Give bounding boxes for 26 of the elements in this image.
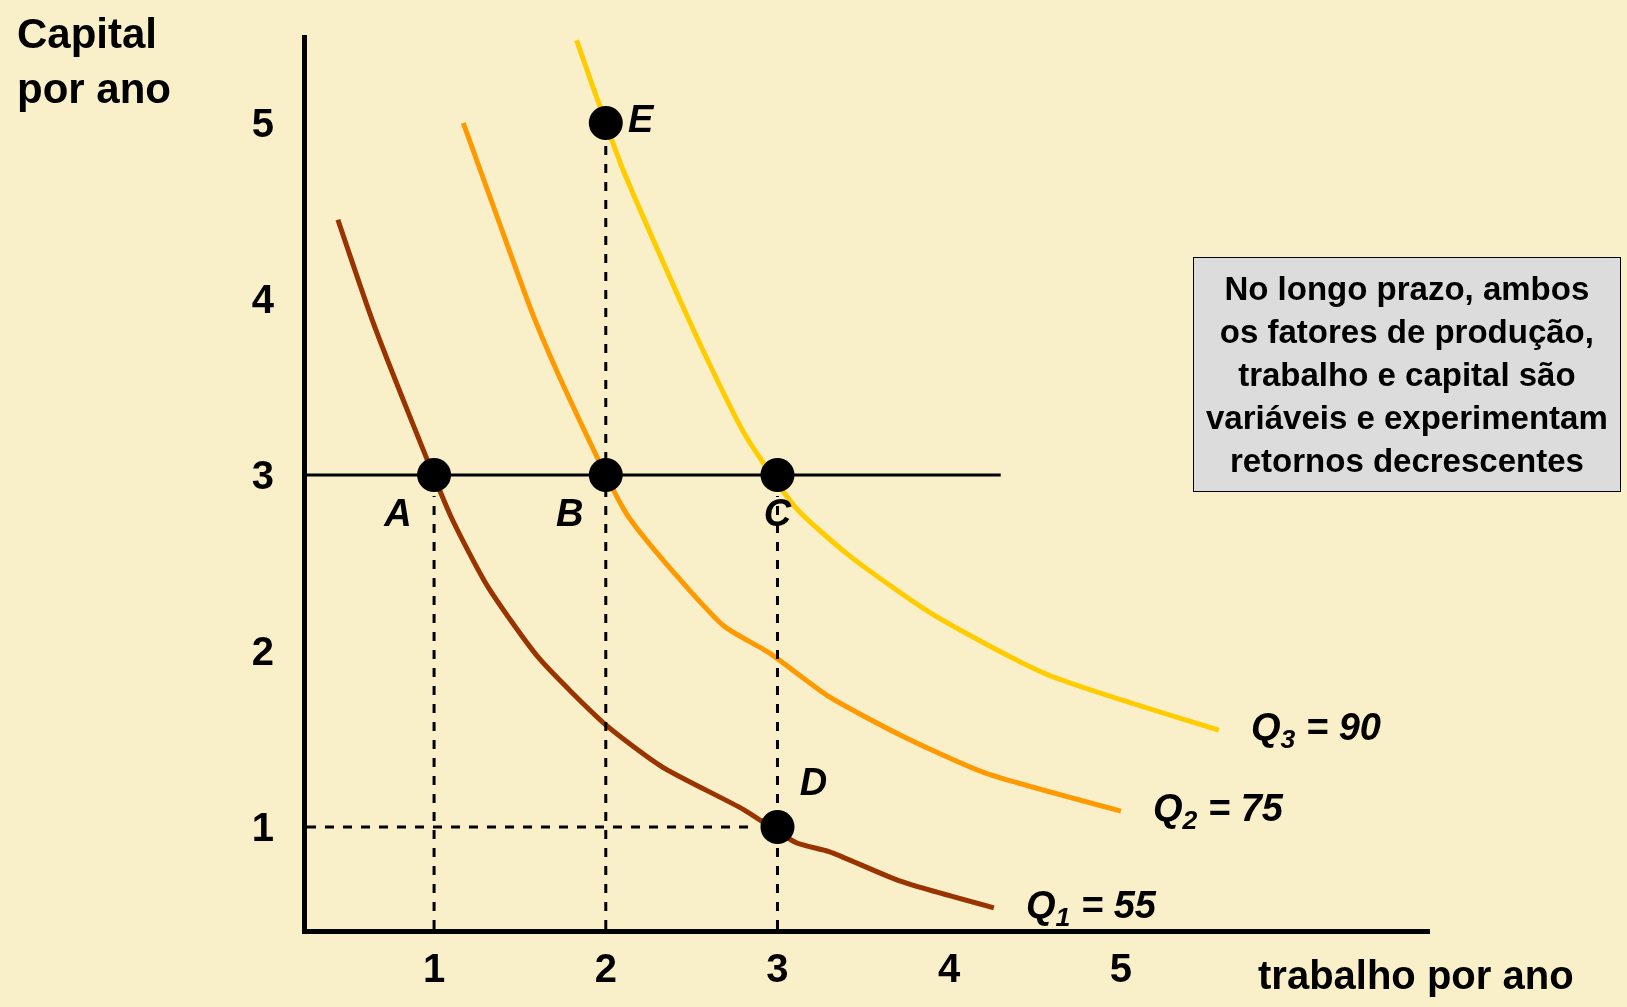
annotation: No longo prazo, ambos os fatores de produção, trabalho e capital são variáveis e experimentam retornos decrescentes xyxy=(1206,270,1608,479)
y-tick-label: 5 xyxy=(251,100,274,145)
x-tick-label: 2 xyxy=(594,946,617,990)
data-label: C xyxy=(763,491,792,534)
point xyxy=(760,809,795,844)
x-tick-label: 1 xyxy=(422,946,446,990)
series-label: Q$_{2}$ = 75 xyxy=(1153,787,1284,835)
data-label: E xyxy=(628,98,656,141)
data-label: B xyxy=(556,491,584,534)
data-label: A xyxy=(383,491,412,534)
series-label: Q$_{1}$ = 55 xyxy=(1026,884,1157,932)
point xyxy=(588,105,623,140)
y-tick-label: 3 xyxy=(251,452,274,497)
y-tick-label: 2 xyxy=(251,628,274,673)
y-tick-label: 4 xyxy=(251,276,275,321)
point xyxy=(760,457,795,492)
x-tick-label: 3 xyxy=(766,946,789,990)
data-label: D xyxy=(799,761,828,804)
point xyxy=(417,457,452,492)
x-axis-title: trabalho por ano xyxy=(1258,953,1574,997)
x-tick-label: 4 xyxy=(938,946,962,990)
y-axis-title: Capital por ano xyxy=(17,10,171,112)
point xyxy=(588,457,623,492)
x-tick-label: 5 xyxy=(1109,946,1133,990)
series-label: Q$_{3}$ = 90 xyxy=(1251,706,1381,754)
y-tick-label: 1 xyxy=(251,804,274,849)
